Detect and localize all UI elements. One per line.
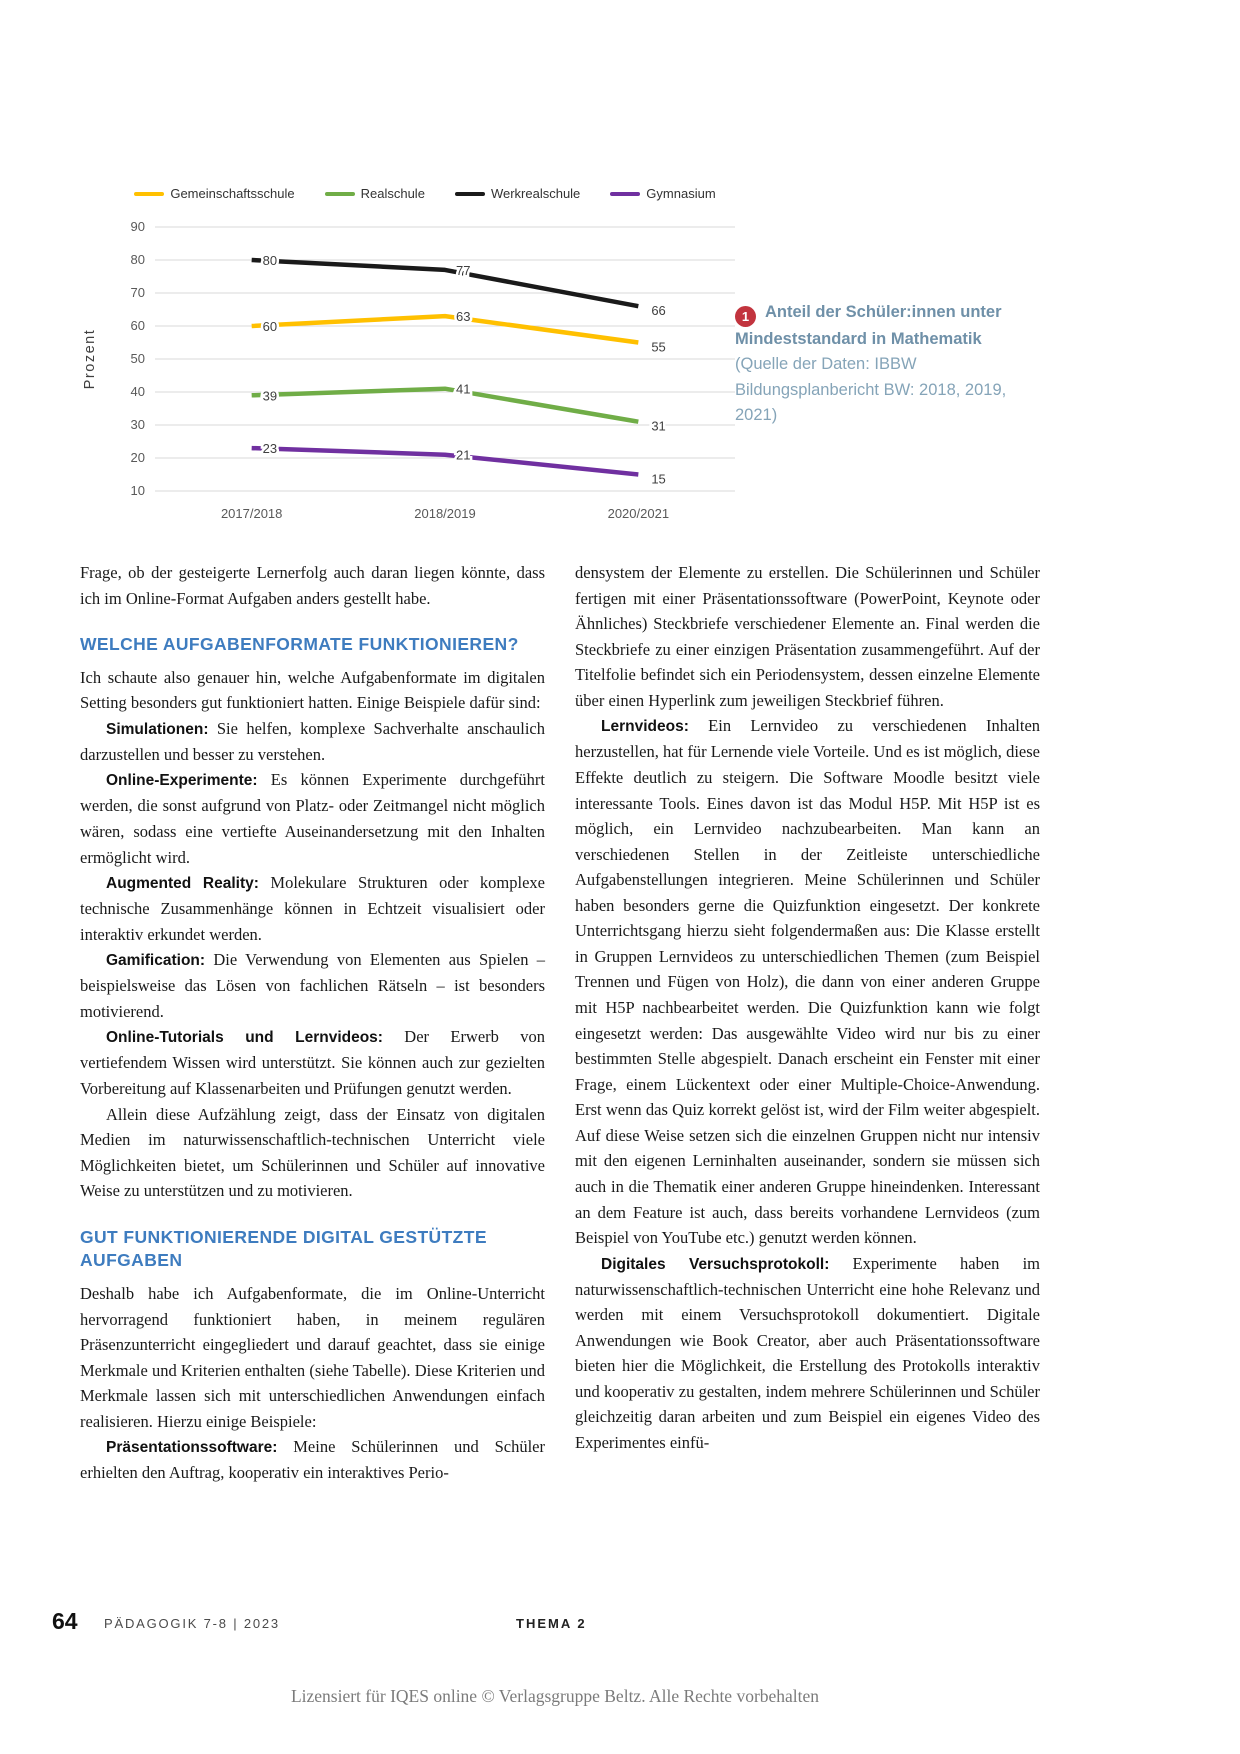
x-tick-label: 2018/2019	[414, 506, 475, 521]
body-paragraph: Simulationen: Sie helfen, komplexe Sachv…	[80, 718, 546, 764]
data-label: 41	[456, 382, 470, 397]
y-tick-label: 90	[131, 219, 145, 234]
data-label: 39	[263, 388, 277, 403]
paragraph-lead: Präsentationssoftware:	[106, 1439, 278, 1457]
legend-label: Gemeinschaftsschule	[170, 186, 295, 201]
section-heading: WELCHE AUFGABENFORMATE FUNKTIONIEREN?	[80, 634, 519, 655]
column-right: densystem der Elemente zu erstellen. Die…	[575, 560, 1040, 1486]
paragraph-lead: Gamification:	[106, 952, 206, 970]
body-paragraph: Ich schaute also genauer hin, welche Auf…	[80, 667, 545, 713]
y-axis-label: Prozent	[82, 329, 98, 389]
legend-label: Realschule	[360, 186, 425, 201]
legend-swatch	[454, 191, 485, 196]
page-number: 64	[52, 1608, 78, 1634]
y-tick-label: 60	[131, 318, 145, 333]
body-paragraph: Frage, ob der gesteigerte Lernerfolg auc…	[80, 563, 545, 608]
data-label: 60	[263, 319, 277, 334]
paragraph-lead: Digitales Versuchsprotokoll:	[601, 1255, 830, 1273]
article-body: Frage, ob der gesteigerte Lernerfolg auc…	[80, 560, 1040, 1486]
paragraph-lead: Lernvideos:	[601, 718, 689, 736]
data-label: 23	[263, 441, 277, 456]
body-paragraph: Online-Tutorials und Lernvideos: Der Erw…	[80, 1027, 545, 1099]
chart-legend: Gemeinschaftsschule Realschule Werkrealsch…	[80, 186, 770, 201]
body-paragraph: Gamification: Die Verwendung von Element…	[80, 950, 546, 1021]
data-label: 80	[263, 253, 277, 268]
legend-label: Gymnasium	[646, 186, 716, 201]
y-tick-label: 80	[131, 252, 145, 267]
section-heading: GUT FUNKTIONIERENDE DIGITAL GESTÜTZTE AU…	[80, 1226, 487, 1271]
section-label: THEMA 2	[516, 1616, 587, 1631]
y-tick-label: 70	[131, 285, 145, 300]
data-label: 31	[651, 419, 665, 434]
data-label: 15	[651, 472, 665, 487]
data-label: 77	[456, 263, 470, 278]
data-label: 63	[456, 309, 470, 324]
figure-caption-title: 1 Anteil der Schüler:innen unter Mindest…	[735, 300, 1037, 352]
series-line	[251, 313, 639, 345]
legend-item: Werkrealschule	[454, 186, 581, 201]
data-label: 55	[651, 340, 665, 355]
y-tick-label: 40	[131, 384, 145, 399]
legend-item: Realschule	[324, 186, 425, 201]
legend-swatch	[134, 191, 165, 196]
data-label: 21	[456, 448, 470, 463]
paragraph-lead: Online-Tutorials und Lernvideos:	[106, 1029, 383, 1047]
body-paragraph: densystem der Elemente zu erstellen. Die…	[575, 563, 1040, 710]
legend-item: Gemeinschaftsschule	[134, 186, 295, 201]
page-footer: 64 PÄDAGOGIK 7-8 | 2023 THEMA 2	[0, 1608, 1240, 1648]
legend-item: Gymnasium	[610, 186, 716, 201]
legend-label: Werkrealschule	[490, 186, 581, 201]
figure-number-badge: 1	[735, 306, 756, 328]
legend-swatch	[324, 191, 355, 196]
body-paragraph: Online-Experimente: Es können Experiment…	[80, 770, 545, 867]
series-line	[251, 445, 639, 477]
figure-caption-source: (Quelle der Daten: IBBW Bildungsplanberi…	[735, 355, 1007, 424]
journal-title: PÄDAGOGIK 7-8 | 2023	[104, 1616, 280, 1631]
body-paragraph: Augmented Reality: Molekulare Strukturen…	[80, 873, 545, 944]
body-paragraph: Deshalb habe ich Aufgabenformate, die im…	[80, 1284, 545, 1431]
license-line: Lizensiert für IQES online © Verlagsgrup…	[290, 1686, 820, 1706]
paragraph-lead: Online-Experimente:	[106, 772, 258, 790]
figure-caption-title-text: Anteil der Schüler:innen unter Mindestst…	[735, 303, 1002, 349]
body-paragraph: Präsentationssoftware: Meine Schülerinne…	[80, 1437, 546, 1483]
figure-caption: 1 Anteil der Schüler:innen unter Mindest…	[735, 300, 1037, 428]
y-tick-label: 10	[131, 483, 145, 498]
series-line	[251, 386, 639, 424]
body-paragraph: Lernvideos: Ein Lernvideo zu verschieden…	[575, 716, 1041, 1248]
x-tick-label: 2017/2018	[221, 506, 282, 521]
y-tick-label: 50	[131, 351, 145, 366]
series-line	[251, 257, 639, 309]
body-paragraph: Allein diese Aufzählung zeigt, dass der …	[80, 1104, 545, 1201]
line-chart-svg: 10 20 30 40 50 60 70 80 90 2017/2018 2018/2019 2020…	[82, 219, 735, 521]
paragraph-lead: Augmented Reality:	[106, 875, 259, 893]
y-tick-label: 30	[131, 417, 145, 432]
x-tick-label: 2020/2021	[608, 506, 669, 521]
body-paragraph: Digitales Versuchsprotokoll: Experimente…	[575, 1253, 1040, 1453]
data-label: 66	[651, 303, 665, 318]
column-left: Frage, ob der gesteigerte Lernerfolg auc…	[80, 560, 545, 1486]
y-tick-label: 20	[131, 450, 145, 465]
figure-line-chart: Gemeinschaftsschule Realschule Werkrealsch…	[80, 186, 770, 529]
legend-swatch	[610, 191, 641, 196]
paragraph-lead: Simulationen:	[106, 720, 209, 738]
